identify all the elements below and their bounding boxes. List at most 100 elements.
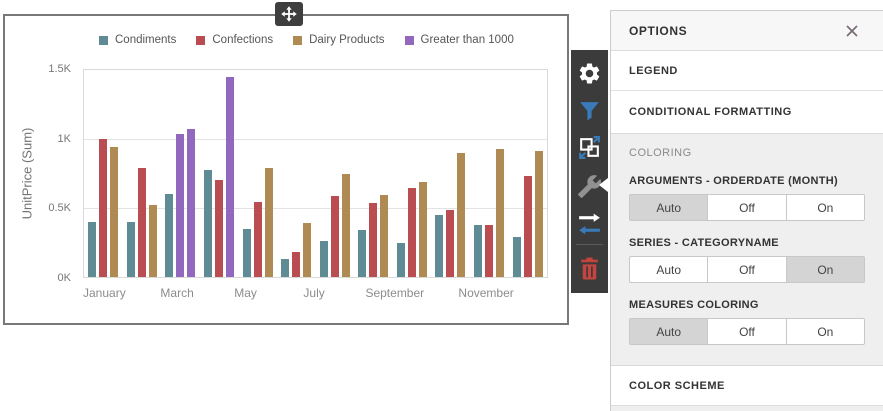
bar-condiments[interactable] (512, 237, 521, 277)
coloring-toggle-group: Auto Off On (629, 256, 865, 283)
bar-dairy-products[interactable] (187, 129, 196, 277)
bar-dairy-products[interactable] (303, 223, 312, 277)
x-axis-label: July (303, 286, 325, 300)
bar-dairy-products[interactable] (534, 150, 543, 277)
legend-item[interactable]: Confections (196, 34, 273, 46)
toggle-option-on[interactable]: On (785, 256, 865, 283)
bar-confections[interactable] (446, 210, 455, 277)
bar-dairy-products[interactable] (457, 153, 466, 277)
bar-confections[interactable] (292, 252, 301, 277)
legend-label: Dairy Products (309, 34, 385, 46)
legend-swatch-icon (404, 35, 414, 45)
bar-group (508, 70, 547, 277)
bar-condiments[interactable] (88, 221, 97, 277)
bar-dairy-products[interactable] (380, 194, 389, 277)
toggle-option-auto[interactable]: Auto (629, 194, 709, 221)
legend-item[interactable]: Condiments (99, 34, 176, 46)
bar-group (238, 70, 277, 277)
legend-swatch-icon (293, 35, 303, 45)
bar-group (315, 70, 354, 277)
bar-confections[interactable] (369, 203, 378, 277)
bar-group (393, 70, 432, 277)
bar-confections[interactable] (523, 176, 532, 277)
legend-item[interactable]: Greater than 1000 (404, 34, 514, 46)
toggle-option-off[interactable]: Off (707, 194, 787, 221)
bar-confections[interactable] (137, 167, 146, 277)
bar-dairy-products[interactable] (110, 147, 119, 277)
plot-area (83, 69, 548, 278)
x-axis-label (424, 286, 458, 300)
coloring-toggle-group: Auto Off On (629, 318, 865, 345)
coloring-groups: ARGUMENTS - ORDERDATE (MONTH) Auto Off On SE… (629, 175, 865, 345)
panel-row-color-scheme[interactable]: COLOR SCHEME (611, 366, 883, 406)
coloring-section-label: COLORING (629, 147, 692, 159)
bar-confections[interactable] (330, 195, 339, 277)
close-icon[interactable] (845, 24, 859, 38)
settings-gear-icon[interactable] (577, 61, 602, 86)
filter-icon[interactable] (577, 98, 602, 123)
bar-series-container (84, 70, 547, 277)
toolbar-divider (576, 244, 603, 245)
bar-group (161, 70, 200, 277)
bar-group (84, 70, 123, 277)
bar-condiments[interactable] (396, 243, 405, 277)
toggle-option-off[interactable]: Off (707, 256, 787, 283)
y-axis-tick: 1K (57, 132, 71, 145)
delete-trash-icon[interactable] (577, 256, 602, 281)
x-axis-label (514, 286, 548, 300)
options-panel-header: OPTIONS (611, 11, 883, 51)
bar-condiments[interactable] (474, 224, 483, 277)
bar-dairy-products[interactable] (341, 173, 350, 277)
toggle-option-on[interactable]: On (785, 194, 865, 221)
bar-confections[interactable] (215, 179, 224, 277)
x-axis-label: May (234, 286, 257, 300)
legend-item[interactable]: Dairy Products (293, 34, 385, 46)
bar-group (431, 70, 470, 277)
bar-group (200, 70, 239, 277)
bar-group (277, 70, 316, 277)
bar-confections[interactable] (485, 225, 494, 277)
bar-dairy-products[interactable] (264, 167, 273, 277)
swap-arrows-icon[interactable] (577, 211, 602, 238)
bar-dairy-products[interactable] (418, 182, 427, 277)
bar-dairy-products[interactable] (226, 76, 235, 277)
x-axis-labels: January March May July September November (83, 286, 548, 300)
panel-row-conditional-formatting[interactable]: CONDITIONAL FORMATTING (611, 91, 883, 134)
bar-condiments[interactable] (204, 170, 213, 277)
bar-confections[interactable] (407, 188, 416, 277)
gridline-05k (84, 208, 547, 209)
bar-condiments[interactable] (281, 259, 290, 277)
x-axis-label: September (365, 286, 425, 300)
bar-group (470, 70, 509, 277)
wrench-options-icon[interactable] (577, 174, 602, 199)
x-axis-label: March (160, 286, 194, 300)
toggle-option-auto[interactable]: Auto (629, 256, 709, 283)
widget-move-handle[interactable] (275, 2, 303, 26)
widget-toolbar (571, 50, 608, 293)
bar-confections[interactable] (99, 139, 108, 277)
x-axis-label: January (83, 286, 126, 300)
chart-widget[interactable]: Condiments Confections Dairy Products Great… (3, 14, 569, 325)
y-axis-tick: 0.5K (48, 202, 71, 215)
convert-item-icon[interactable] (577, 135, 602, 160)
x-axis-label (126, 286, 160, 300)
toggle-option-on[interactable]: On (785, 318, 865, 345)
x-axis-label: November (458, 286, 514, 300)
options-panel: OPTIONS LEGEND CONDITIONAL FORMATTING CO… (610, 10, 883, 411)
bar-confections[interactable] (253, 202, 262, 277)
panel-row-legend[interactable]: LEGEND (611, 51, 883, 91)
bar-dairy-products[interactable] (148, 205, 157, 277)
bar-condiments[interactable] (242, 229, 251, 277)
bar-dairy-products[interactable] (496, 148, 505, 277)
bar-condiments[interactable] (319, 241, 328, 277)
toggle-option-off[interactable]: Off (707, 318, 787, 345)
bar-condiments[interactable] (165, 194, 174, 277)
bar-condiments[interactable] (435, 214, 444, 277)
chart-legend: Condiments Confections Dairy Products Great… (99, 34, 514, 46)
bar-confections[interactable] (176, 133, 185, 277)
toggle-option-auto[interactable]: Auto (629, 318, 709, 345)
bar-condiments[interactable] (126, 221, 135, 277)
bar-condiments[interactable] (358, 230, 367, 277)
coloring-group-label: MEASURES COLORING (629, 299, 759, 311)
legend-label: Condiments (115, 34, 177, 46)
